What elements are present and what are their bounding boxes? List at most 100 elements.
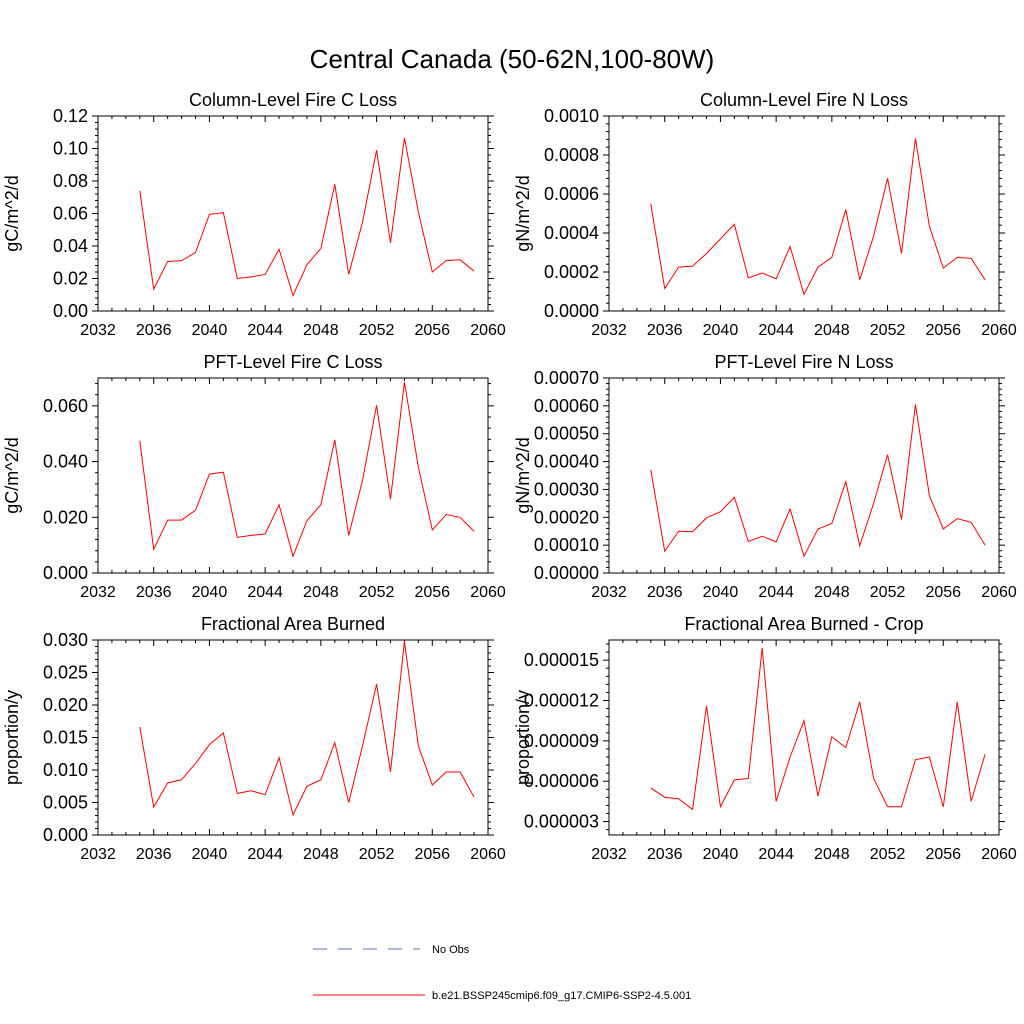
- x-tick-label: 2044: [758, 846, 794, 863]
- y-axis-label: gN/m^2/d: [513, 437, 533, 513]
- panels: Column-Level Fire C Loss gC/m^2/d 2032 2036…: [2, 90, 1017, 863]
- legend: No Obs b.e21.BSSP245cmip6.f09_g17.CMIP6-…: [313, 944, 691, 1002]
- x-tick-label: 2040: [192, 322, 228, 339]
- y-axis-label: proportion/y: [2, 690, 22, 785]
- x-tick-label: 2048: [814, 584, 850, 601]
- panel-4: PFT-Level Fire N Loss gN/m^2/d 2032 2036 204…: [513, 352, 1017, 601]
- y-tick-label: 0.000: [43, 825, 88, 845]
- y-tick-label: 0.0010: [544, 106, 599, 126]
- y-tick-label: 0.000012: [524, 691, 599, 711]
- x-tick-label: 2060: [981, 322, 1017, 339]
- x-tick-label: 2060: [981, 846, 1017, 863]
- x-tick-label: 2052: [359, 584, 395, 601]
- y-tick-label: 0.0004: [544, 223, 599, 243]
- panel-3: PFT-Level Fire C Loss gC/m^2/d 2032 2036 204…: [2, 352, 506, 601]
- x-tick-label: 2060: [470, 584, 506, 601]
- y-tick-label: 0.000015: [524, 650, 599, 670]
- panel-title: PFT-Level Fire N Loss: [714, 352, 893, 372]
- panel-title: Column-Level Fire N Loss: [700, 90, 908, 110]
- y-tick-label: 0.000009: [524, 731, 599, 751]
- y-tick-label: 0.0000: [544, 301, 599, 321]
- x-tick-label: 2060: [470, 322, 506, 339]
- x-tick-label: 2040: [703, 322, 739, 339]
- x-tick-label: 2040: [192, 584, 228, 601]
- x-tick-label: 2048: [303, 846, 339, 863]
- y-tick-label: 0.02: [53, 269, 88, 289]
- legend-obs-label: No Obs: [432, 944, 470, 956]
- x-tick-label: 2056: [925, 322, 961, 339]
- legend-model-label: b.e21.BSSP245cmip6.f09_g17.CMIP6-SSP2-4.…: [432, 990, 691, 1002]
- x-tick-label: 2044: [247, 584, 283, 601]
- y-tick-label: 0.10: [53, 139, 88, 159]
- x-tick-label: 2056: [414, 846, 450, 863]
- x-tick-label: 2036: [136, 322, 172, 339]
- x-tick-label: 2060: [981, 584, 1017, 601]
- x-tick-label: 2036: [136, 584, 172, 601]
- panel-1: Column-Level Fire C Loss gC/m^2/d 2032 2036…: [2, 90, 506, 339]
- panel-title: Fractional Area Burned: [201, 614, 385, 634]
- plot-frame: [608, 377, 1000, 574]
- x-tick-label: 2056: [925, 584, 961, 601]
- x-tick-label: 2032: [80, 322, 116, 339]
- y-tick-label: 0.00010: [534, 535, 599, 555]
- y-tick-label: 0.060: [43, 396, 88, 416]
- series-line-1: [650, 404, 986, 558]
- y-tick-label: 0.0008: [544, 145, 599, 165]
- x-tick-label: 2056: [414, 584, 450, 601]
- y-axis-label: gC/m^2/d: [2, 437, 22, 513]
- x-tick-label: 2044: [247, 322, 283, 339]
- x-tick-label: 2048: [814, 846, 850, 863]
- y-tick-label: 0.025: [43, 663, 88, 683]
- panel-2: Column-Level Fire N Loss gN/m^2/d 2032 2036…: [513, 90, 1017, 339]
- x-tick-label: 2036: [647, 322, 683, 339]
- y-tick-label: 0.00: [53, 301, 88, 321]
- plot-frame: [97, 639, 489, 836]
- x-tick-label: 2048: [303, 322, 339, 339]
- y-tick-label: 0.00040: [534, 452, 599, 472]
- x-tick-label: 2036: [647, 584, 683, 601]
- y-tick-label: 0.000003: [524, 812, 599, 832]
- x-tick-label: 2056: [414, 322, 450, 339]
- x-tick-label: 2040: [703, 846, 739, 863]
- y-tick-label: 0.000006: [524, 771, 599, 791]
- plot-frame: [608, 115, 1000, 312]
- x-tick-label: 2032: [591, 846, 627, 863]
- x-tick-label: 2032: [80, 846, 116, 863]
- y-tick-label: 0.00070: [534, 368, 599, 388]
- series-line-1: [139, 641, 475, 817]
- x-tick-label: 2052: [870, 846, 906, 863]
- y-tick-label: 0.00050: [534, 424, 599, 444]
- x-tick-label: 2052: [870, 584, 906, 601]
- y-tick-label: 0.005: [43, 793, 88, 813]
- figure-title: Central Canada (50-62N,100-80W): [310, 44, 715, 74]
- series-line-1: [650, 138, 986, 296]
- y-tick-label: 0.040: [43, 452, 88, 472]
- x-tick-label: 2032: [80, 584, 116, 601]
- x-tick-label: 2032: [591, 322, 627, 339]
- plot-frame: [97, 115, 489, 312]
- x-tick-label: 2036: [647, 846, 683, 863]
- y-tick-label: 0.00030: [534, 479, 599, 499]
- x-tick-label: 2048: [814, 322, 850, 339]
- panel-title: Column-Level Fire C Loss: [189, 90, 397, 110]
- x-tick-label: 2044: [247, 846, 283, 863]
- panel-5: Fractional Area Burned proportion/y 2032 20…: [2, 614, 506, 863]
- y-axis-label: proportion/y: [513, 690, 533, 785]
- x-tick-label: 2044: [758, 584, 794, 601]
- x-tick-label: 2032: [591, 584, 627, 601]
- y-tick-label: 0.12: [53, 106, 88, 126]
- x-tick-label: 2044: [758, 322, 794, 339]
- y-tick-label: 0.0002: [544, 262, 599, 282]
- x-tick-label: 2040: [703, 584, 739, 601]
- y-tick-label: 0.00000: [534, 563, 599, 583]
- plot-frame: [608, 639, 1000, 836]
- panel-6: Fractional Area Burned - Crop proportion/…: [513, 614, 1017, 863]
- y-tick-label: 0.015: [43, 728, 88, 748]
- x-tick-label: 2060: [470, 846, 506, 863]
- y-tick-label: 0.0006: [544, 184, 599, 204]
- y-tick-label: 0.08: [53, 171, 88, 191]
- x-tick-label: 2048: [303, 584, 339, 601]
- y-axis-label: gN/m^2/d: [513, 175, 533, 251]
- series-line-1: [139, 382, 475, 558]
